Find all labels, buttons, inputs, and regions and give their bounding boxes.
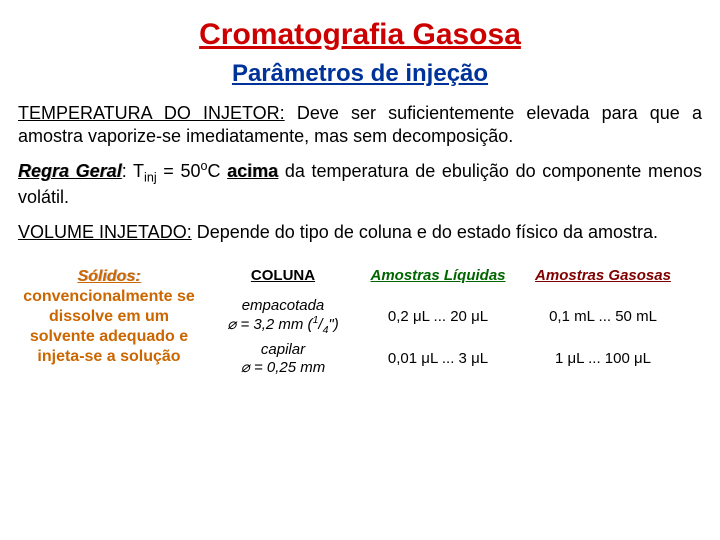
mu-icon: [471, 350, 480, 367]
header-liquidas: Amostras Líquidas: [358, 265, 518, 286]
r2c2-end: L: [480, 350, 488, 367]
r1c2-pre: 0,2: [388, 308, 413, 325]
cell-packed-liq: 0,2 L ... 20 L: [358, 306, 518, 327]
paragraph-volume: VOLUME INJETADO: Depende do tipo de colu…: [18, 221, 702, 244]
r2c3-pre: 1: [555, 350, 568, 367]
r2c3-mid: L ... 100: [576, 350, 634, 367]
capillary-diam: = 0,25 mm: [250, 359, 325, 376]
solids-body: convencionalmente se dissolve em um solv…: [23, 288, 195, 365]
header-coluna: COLUNA: [208, 265, 358, 286]
table-header-row: COLUNA Amostras Líquidas Amostras Gasosa…: [208, 255, 702, 295]
packed-post: "): [328, 316, 338, 333]
diameter-icon: [241, 359, 250, 376]
cell-packed-gas: 0,1 mL ... 50 mL: [518, 306, 688, 327]
mu-icon: [471, 308, 480, 325]
rule-unit: C: [207, 161, 227, 181]
packed-diam-pre: = 3,2 mm (: [236, 316, 312, 333]
page-title: Cromatografia Gasosa: [18, 18, 702, 52]
cell-capillary-gas: 1 L ... 100 L: [518, 348, 688, 369]
bottom-section: Sólidos: convencionalmente se dissolve e…: [18, 255, 702, 378]
solids-lead: Sólidos:: [77, 268, 140, 285]
label-rule: Regra Geral: [18, 161, 122, 181]
capillary-label: capilar: [261, 341, 305, 358]
injection-table: COLUNA Amostras Líquidas Amostras Gasosa…: [208, 255, 702, 378]
r2c2-pre: 0,01: [388, 350, 421, 367]
mu-icon: [413, 308, 422, 325]
table-row: capilar = 0,25 mm 0,01 L ... 3 L 1 L ...…: [208, 338, 702, 378]
page-subtitle: Parâmetros de injeção: [18, 60, 702, 88]
rule-colon: :: [122, 161, 133, 181]
paragraph-rule: Regra Geral: Tinj = 50oC acima da temper…: [18, 159, 702, 209]
cell-capillary-col: capilar = 0,25 mm: [208, 339, 358, 378]
solids-block: Sólidos: convencionalmente se dissolve e…: [18, 267, 208, 367]
r1c2-end: L: [480, 308, 488, 325]
label-volume: VOLUME INJETADO:: [18, 222, 192, 242]
rule-t: T: [133, 161, 144, 181]
mu-icon: [634, 350, 643, 367]
paragraph-temperature: TEMPERATURA DO INJETOR: Deve ser suficie…: [18, 102, 702, 147]
cell-capillary-liq: 0,01 L ... 3 L: [358, 348, 518, 369]
r1c2-mid: L ... 20: [422, 308, 471, 325]
text-volume: Depende do tipo de coluna e do estado fí…: [192, 222, 658, 242]
mu-icon: [421, 350, 430, 367]
mu-icon: [568, 350, 577, 367]
r2c2-mid: L ... 3: [430, 350, 471, 367]
diameter-icon: [227, 316, 236, 333]
label-temperature: TEMPERATURA DO INJETOR:: [18, 103, 285, 123]
cell-packed-col: empacotada = 3,2 mm (1/4"): [208, 295, 358, 338]
rule-eq: = 50: [157, 161, 201, 181]
header-gasosas: Amostras Gasosas: [518, 265, 688, 286]
rule-acima: acima: [227, 161, 278, 181]
packed-label: empacotada: [242, 297, 325, 314]
table-row: empacotada = 3,2 mm (1/4") 0,2 L ... 20 …: [208, 295, 702, 338]
rule-t-sub: inj: [144, 171, 157, 185]
r2c3-end: L: [643, 350, 651, 367]
